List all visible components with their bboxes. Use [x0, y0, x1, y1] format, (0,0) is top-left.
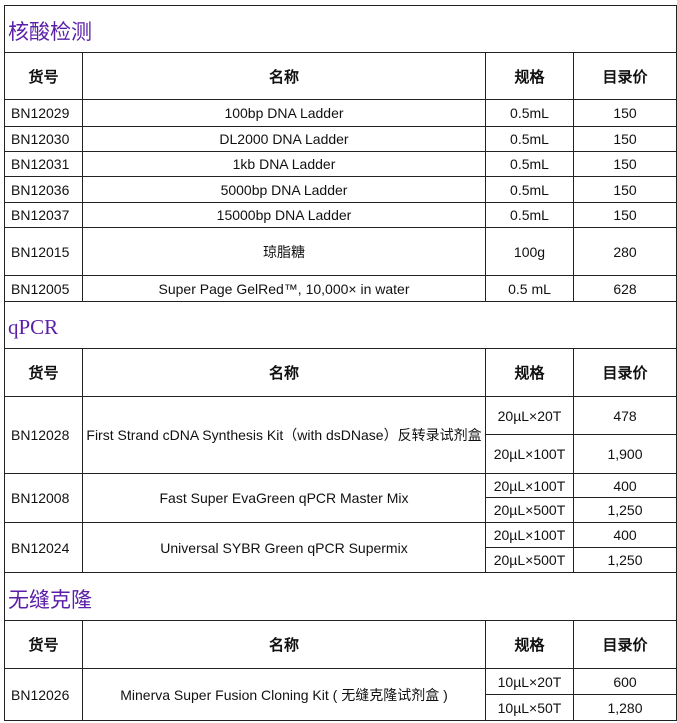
product-price: 400 — [573, 473, 677, 498]
product-name: 100bp DNA Ladder — [82, 99, 486, 127]
product-price-table: 核酸检测 货号 名称 规格 目录价 BN12029 100bp DNA Ladder 0.5m… — [4, 5, 677, 721]
product-spec: 0.5mL — [485, 151, 574, 177]
product-code: BN12005 — [4, 275, 83, 302]
product-spec: 0.5mL — [485, 202, 574, 228]
product-name: Fast Super EvaGreen qPCR Master Mix — [82, 473, 486, 523]
product-price: 600 — [573, 668, 677, 695]
product-name: Universal SYBR Green qPCR Supermix — [82, 522, 486, 573]
product-code: BN12037 — [4, 202, 83, 228]
header-price: 目录价 — [573, 52, 677, 100]
table-row: BN12028 First Strand cDNA Synthesis Kit（w… — [4, 396, 677, 474]
table-row: BN12036 5000bp DNA Ladder 0.5mL 150 — [4, 176, 677, 203]
section-title: 无缝克隆 — [4, 572, 677, 621]
table-row: BN12026 Minerva Super Fusion Cloning Kit … — [4, 668, 677, 721]
product-name: 1kb DNA Ladder — [82, 151, 486, 177]
product-name: 15000bp DNA Ladder — [82, 202, 486, 228]
product-price: 1,280 — [573, 694, 677, 721]
product-price: 1,250 — [573, 497, 677, 523]
product-price: 478 — [573, 396, 677, 435]
product-spec: 0.5mL — [485, 99, 574, 127]
header-row: 货号 名称 规格 目录价 — [4, 348, 677, 397]
product-spec: 20µL×100T — [485, 473, 574, 498]
table-row: BN12029 100bp DNA Ladder 0.5mL 150 — [4, 99, 677, 127]
table-row: BN12037 15000bp DNA Ladder 0.5mL 150 — [4, 202, 677, 228]
table-row: BN12005 Super Page GelRed™, 10,000× in wa… — [4, 275, 677, 302]
product-price: 1,250 — [573, 547, 677, 573]
product-price: 628 — [573, 275, 677, 302]
header-row: 货号 名称 规格 目录价 — [4, 620, 677, 669]
product-price: 280 — [573, 227, 677, 276]
product-spec: 0.5 mL — [485, 275, 574, 302]
section-title-row: 核酸检测 — [4, 5, 677, 53]
product-spec: 20µL×500T — [485, 547, 574, 573]
table-row: BN12024 Universal SYBR Green qPCR Supermi… — [4, 522, 677, 573]
table-row: 20µL×100T 1,900 — [5, 434, 677, 474]
product-name: First Strand cDNA Synthesis Kit（with dsD… — [82, 396, 486, 474]
product-price: 1,900 — [573, 434, 677, 474]
product-code: BN12036 — [4, 176, 83, 203]
table-row: BN12008 Fast Super EvaGreen qPCR Master M… — [4, 473, 677, 523]
table-row: 20µL×500T 1,250 — [5, 497, 677, 523]
product-code: BN12028 — [4, 396, 83, 474]
product-spec: 20µL×500T — [485, 497, 574, 523]
header-name: 名称 — [82, 620, 486, 669]
table-row: BN12015 琼脂糖 100g 280 — [4, 227, 677, 276]
section-title-row: qPCR — [4, 301, 677, 349]
header-name: 名称 — [82, 52, 486, 100]
product-name: Super Page GelRed™, 10,000× in water — [82, 275, 486, 302]
header-code: 货号 — [4, 348, 83, 397]
product-name: 5000bp DNA Ladder — [82, 176, 486, 203]
product-name: 琼脂糖 — [82, 227, 486, 276]
product-price: 400 — [573, 522, 677, 548]
product-code: BN12015 — [4, 227, 83, 276]
product-spec: 0.5mL — [485, 176, 574, 203]
product-price: 150 — [573, 176, 677, 203]
product-code: BN12031 — [4, 151, 83, 177]
product-code: BN12029 — [4, 99, 83, 127]
product-spec: 20µL×100T — [485, 522, 574, 548]
header-spec: 规格 — [485, 620, 574, 669]
product-code: BN12024 — [4, 522, 83, 573]
header-price: 目录价 — [573, 620, 677, 669]
table-row: 10µL×50T 1,280 — [5, 694, 677, 721]
header-price: 目录价 — [573, 348, 677, 397]
product-price: 150 — [573, 151, 677, 177]
product-name: Minerva Super Fusion Cloning Kit ( 无缝克隆试… — [82, 668, 486, 721]
table-row: 20µL×500T 1,250 — [5, 547, 677, 573]
header-row: 货号 名称 规格 目录价 — [4, 52, 677, 100]
section-title: qPCR — [4, 301, 677, 349]
header-spec: 规格 — [485, 52, 574, 100]
product-spec: 20µL×20T — [485, 396, 574, 435]
section-title-row: 无缝克隆 — [4, 572, 677, 621]
product-price: 150 — [573, 99, 677, 127]
product-code: BN12030 — [4, 126, 83, 152]
product-code: BN12008 — [4, 473, 83, 523]
header-code: 货号 — [4, 620, 83, 669]
product-spec: 20µL×100T — [485, 434, 574, 474]
product-spec: 100g — [485, 227, 574, 276]
product-spec: 10µL×20T — [485, 668, 574, 695]
table-row: BN12031 1kb DNA Ladder 0.5mL 150 — [4, 151, 677, 177]
product-spec: 10µL×50T — [485, 694, 574, 721]
header-name: 名称 — [82, 348, 486, 397]
section-title: 核酸检测 — [4, 5, 677, 53]
product-name: DL2000 DNA Ladder — [82, 126, 486, 152]
product-code: BN12026 — [4, 668, 83, 721]
product-price: 150 — [573, 202, 677, 228]
product-spec: 0.5mL — [485, 126, 574, 152]
header-spec: 规格 — [485, 348, 574, 397]
product-price: 150 — [573, 126, 677, 152]
table-row: BN12030 DL2000 DNA Ladder 0.5mL 150 — [4, 126, 677, 152]
header-code: 货号 — [4, 52, 83, 100]
